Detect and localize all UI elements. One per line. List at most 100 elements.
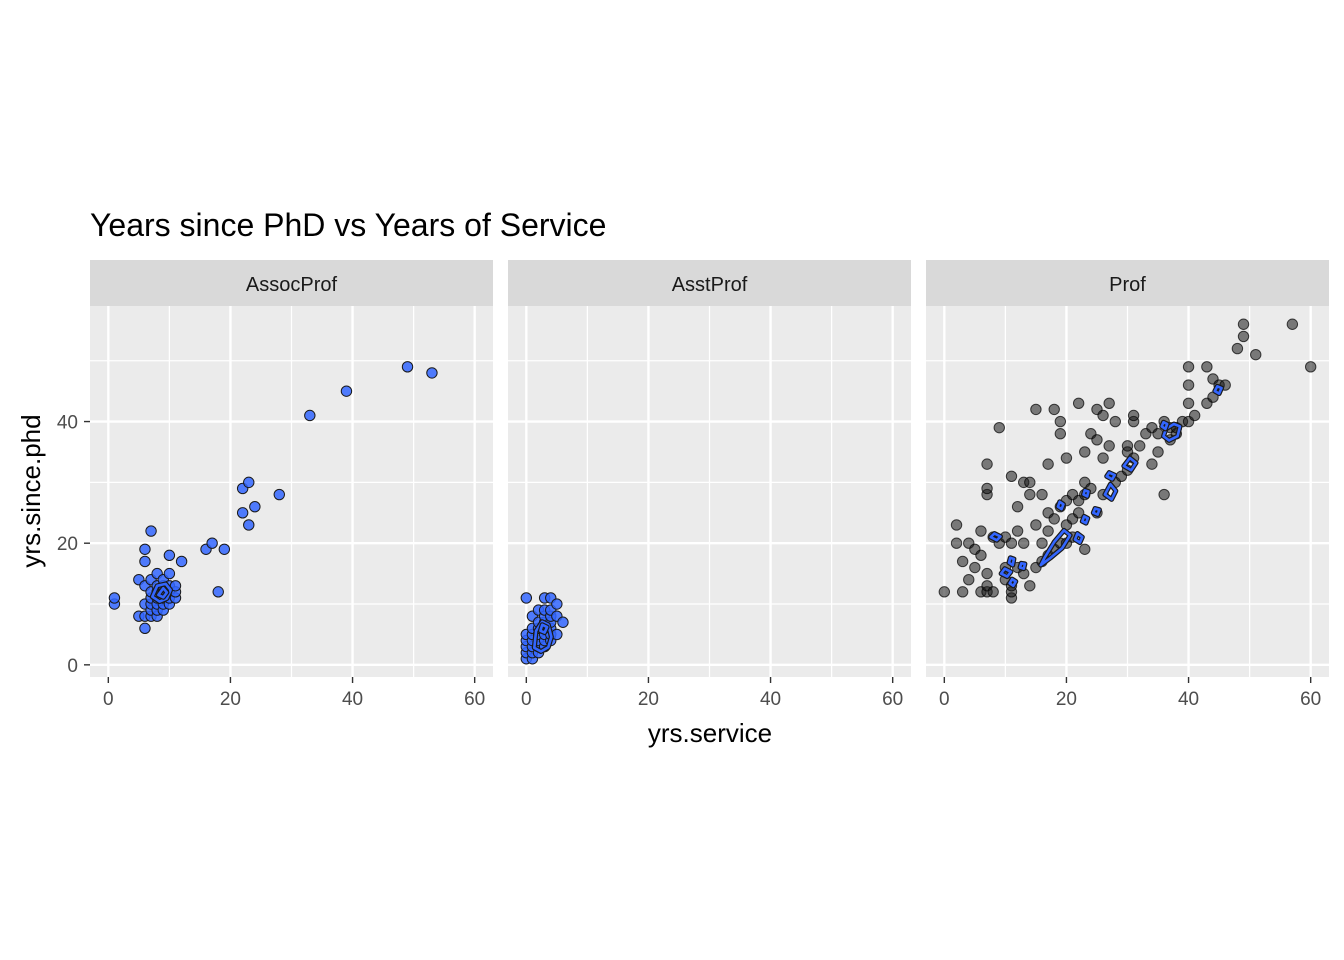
facet-strip bbox=[926, 260, 1329, 306]
density-contour bbox=[1213, 385, 1223, 395]
data-point bbox=[520, 592, 533, 604]
data-point bbox=[950, 537, 963, 549]
data-point bbox=[981, 567, 993, 580]
density-contour bbox=[1122, 456, 1138, 472]
y-tick-label: 20 bbox=[57, 534, 78, 555]
data-point bbox=[1188, 409, 1201, 422]
data-point bbox=[551, 598, 563, 610]
facet-panel-0: AssocProf 0 20 40 60 0 20 40 bbox=[57, 260, 493, 710]
data-point bbox=[206, 537, 218, 549]
data-point bbox=[1231, 342, 1244, 355]
facet-strip bbox=[90, 260, 493, 306]
data-point bbox=[1030, 403, 1042, 416]
data-point bbox=[139, 622, 151, 635]
data-point bbox=[243, 519, 255, 531]
data-point bbox=[1250, 348, 1262, 361]
data-point bbox=[981, 458, 993, 470]
data-point bbox=[1060, 452, 1073, 464]
data-point bbox=[163, 567, 176, 580]
data-point bbox=[1036, 537, 1048, 549]
data-point bbox=[1237, 318, 1250, 330]
data-point bbox=[1048, 403, 1060, 416]
data-point bbox=[1152, 446, 1164, 458]
data-point bbox=[1005, 537, 1018, 549]
density-contour bbox=[157, 586, 169, 599]
data-point bbox=[1182, 397, 1195, 410]
facet-panel-2: Prof 0 20 40 60 bbox=[926, 260, 1329, 710]
x-tick-label: 0 bbox=[521, 689, 532, 710]
x-tick-label: 60 bbox=[1300, 689, 1321, 710]
density-contour bbox=[1008, 577, 1018, 588]
x-tick-label: 20 bbox=[220, 689, 241, 710]
density-contour bbox=[1081, 515, 1090, 525]
data-point bbox=[175, 555, 188, 568]
data-point bbox=[969, 561, 981, 574]
data-point bbox=[163, 549, 176, 562]
x-tick-label: 40 bbox=[760, 689, 781, 710]
x-tick-label: 0 bbox=[939, 689, 950, 710]
data-point bbox=[1286, 318, 1299, 330]
density-contour bbox=[1092, 507, 1101, 516]
density-contour bbox=[989, 532, 1002, 542]
data-point bbox=[426, 367, 438, 379]
x-tick-label: 40 bbox=[1178, 689, 1199, 710]
data-point bbox=[956, 555, 969, 568]
data-point bbox=[1030, 519, 1042, 531]
density-contour bbox=[1039, 529, 1072, 567]
data-point bbox=[401, 361, 414, 373]
data-point bbox=[1121, 440, 1134, 452]
data-point bbox=[139, 543, 151, 555]
data-point bbox=[975, 525, 987, 537]
data-point bbox=[1072, 397, 1085, 410]
data-point bbox=[145, 525, 157, 537]
data-point bbox=[1011, 501, 1024, 513]
data-point bbox=[1054, 428, 1067, 440]
data-point bbox=[139, 555, 151, 568]
data-point bbox=[1109, 415, 1121, 428]
data-point bbox=[1048, 513, 1060, 525]
data-point bbox=[1182, 361, 1195, 373]
data-point bbox=[950, 519, 963, 531]
data-point bbox=[1042, 525, 1054, 537]
x-tick-label: 0 bbox=[103, 689, 114, 710]
density-contour bbox=[1073, 532, 1084, 544]
data-point bbox=[963, 573, 975, 586]
data-point bbox=[1054, 415, 1067, 428]
data-point bbox=[340, 385, 353, 397]
data-point bbox=[1097, 452, 1109, 464]
density-contour bbox=[1082, 489, 1090, 498]
x-axis-label: yrs.service bbox=[648, 718, 772, 748]
x-tick-label: 20 bbox=[1056, 689, 1077, 710]
data-point bbox=[1042, 458, 1054, 470]
data-point bbox=[1024, 476, 1036, 489]
density-contour bbox=[533, 620, 553, 653]
data-point bbox=[212, 586, 224, 598]
density-contour bbox=[1105, 471, 1116, 481]
density-contour bbox=[1018, 562, 1027, 570]
facet-panel-1: AsstProf 0 20 40 60 bbox=[508, 260, 911, 710]
data-point bbox=[1005, 470, 1018, 482]
data-point bbox=[1146, 458, 1158, 470]
chart-title: Years since PhD vs Years of Service bbox=[90, 207, 606, 243]
y-axis-label: yrs.since.phd bbox=[16, 414, 46, 567]
facet-strip bbox=[508, 260, 911, 306]
data-point bbox=[1097, 409, 1109, 422]
data-point bbox=[249, 501, 261, 513]
data-point bbox=[1103, 440, 1115, 452]
facet-strip-label: AsstProf bbox=[672, 274, 748, 296]
data-point bbox=[1011, 525, 1024, 537]
data-point bbox=[108, 592, 121, 604]
data-point bbox=[956, 586, 969, 598]
facet-strip-label: Prof bbox=[1109, 274, 1146, 296]
data-point bbox=[304, 409, 316, 422]
data-point bbox=[236, 507, 249, 519]
data-point bbox=[1304, 361, 1317, 373]
data-point bbox=[938, 586, 951, 598]
x-tick-label: 60 bbox=[464, 689, 485, 710]
density-contour bbox=[1056, 500, 1065, 511]
density-contour bbox=[1103, 482, 1118, 501]
data-point bbox=[1201, 361, 1213, 373]
data-point bbox=[1017, 537, 1030, 549]
